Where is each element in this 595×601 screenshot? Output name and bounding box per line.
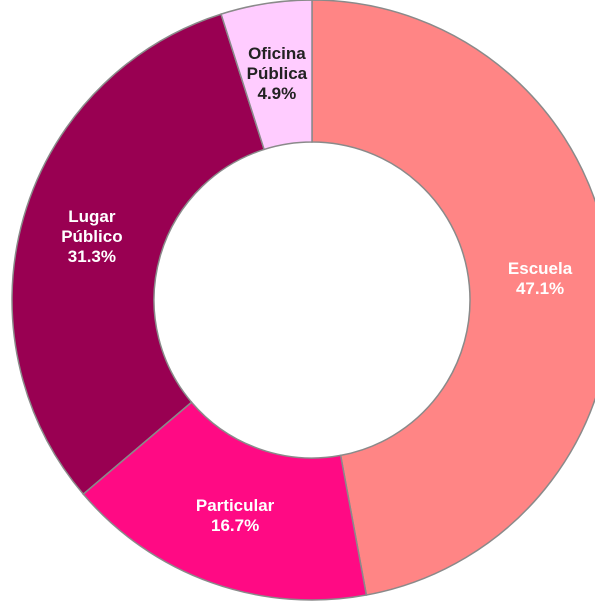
donut-segment [220, 0, 313, 151]
segment-label: Oficina Pública 4.9% [235, 44, 319, 104]
segment-label: Lugar Público 31.3% [50, 207, 134, 267]
value-label: 31.3% [67, 246, 116, 266]
segment-label: Particular 16.7% [193, 496, 277, 536]
segment-label: Escuela 47.1% [498, 259, 582, 299]
category-label: Escuela [507, 259, 573, 279]
category-label: Particular [195, 495, 275, 515]
donut-segment [82, 401, 368, 601]
value-label: 47.1% [515, 279, 565, 299]
category-label: Oficina Pública [246, 43, 308, 83]
category-label: Lugar Público [61, 206, 123, 246]
value-label: 4.9% [257, 83, 297, 103]
value-label: 16.7% [210, 515, 260, 535]
donut-segment [11, 13, 266, 496]
donut-segment [311, 0, 595, 596]
